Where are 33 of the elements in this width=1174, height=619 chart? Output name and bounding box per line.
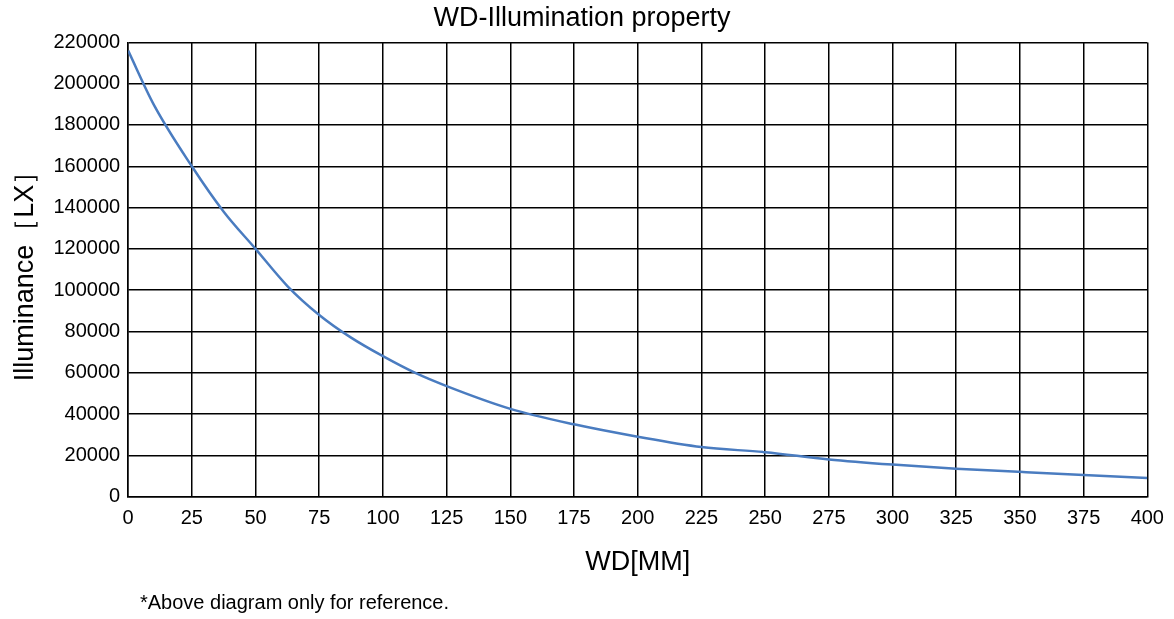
x-tick-label: 175 [557, 506, 591, 529]
x-tick-label: 225 [684, 506, 719, 529]
x-tick-label: 250 [748, 506, 782, 529]
y-tick-label: 200000 [53, 71, 121, 94]
x-tick-label: 325 [939, 506, 973, 529]
x-tick-label: 400 [1130, 506, 1164, 529]
y-tick-label: 80000 [64, 318, 121, 341]
y-tick-label: 220000 [53, 29, 121, 52]
y-tick-label: 140000 [53, 195, 121, 218]
x-tick-label: 300 [875, 506, 910, 529]
y-axis-title: Illuminance［LX］ [8, 157, 39, 382]
y-tick-label: 100000 [53, 277, 121, 300]
x-tick-label: 100 [366, 506, 400, 529]
y-tick-label: 40000 [64, 401, 121, 424]
y-tick-label: 160000 [53, 153, 121, 176]
x-tick-label: 275 [812, 506, 846, 529]
x-tick-label: 200 [621, 506, 655, 529]
x-axis-title: WD[MM] [585, 546, 691, 577]
y-tick-label: 20000 [64, 442, 121, 465]
y-tick-label: 180000 [53, 112, 121, 135]
x-tick-label: 375 [1066, 506, 1101, 529]
x-tick-label: 150 [493, 506, 528, 529]
chart-title: WD-Illumination property [433, 1, 732, 32]
x-tick-label: 125 [429, 506, 464, 529]
x-tick-label: 75 [308, 506, 331, 529]
text: *Above diagram only for reference. [140, 591, 450, 613]
y-tick-label: 60000 [64, 360, 121, 383]
line-series [128, 49, 1148, 480]
y-tick-label: 0 [109, 484, 121, 507]
x-tick-label: 25 [180, 506, 203, 529]
y-tick-label: 120000 [53, 236, 121, 259]
x-tick-label: 50 [244, 506, 267, 529]
x-tick-label: 350 [1003, 506, 1037, 529]
